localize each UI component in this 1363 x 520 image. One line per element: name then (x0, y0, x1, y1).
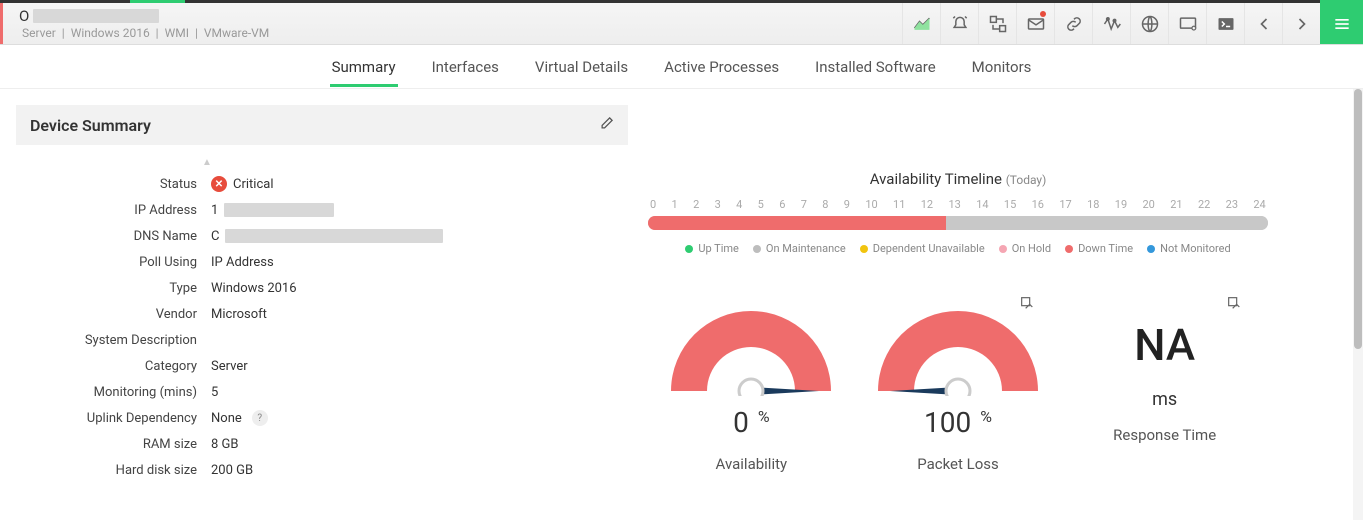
summary-label: Type (16, 281, 211, 296)
summary-label: DNS Name (16, 229, 211, 244)
sort-arrow-icon: ▲ (202, 157, 212, 168)
summary-value: 200 GB (211, 463, 253, 478)
timeline-legend: Up Time On Maintenance Dependent Unavailab… (648, 242, 1268, 255)
summary-label: Hard disk size (16, 463, 211, 478)
help-icon[interactable]: ? (252, 410, 268, 426)
summary-row: System Description (16, 327, 628, 353)
alarm-icon[interactable] (940, 3, 978, 44)
summary-label: System Description (16, 333, 211, 348)
scroll-thumb[interactable] (1354, 89, 1362, 349)
summary-value: None? (211, 410, 268, 426)
legend-item: On Hold (999, 242, 1051, 255)
timeline-title-text: Availability Timeline (870, 170, 1002, 188)
chevron-right-icon[interactable] (1282, 3, 1320, 44)
summary-value: 8 GB (211, 437, 239, 452)
summary-value: Windows 2016 (211, 281, 297, 296)
status-critical-icon: ✕ (211, 176, 227, 192)
legend-item: On Maintenance (753, 242, 846, 255)
summary-row: CategoryServer (16, 353, 628, 379)
tabs: Summary Interfaces Virtual Details Active P… (0, 45, 1363, 89)
tab-virtual-details[interactable]: Virtual Details (533, 48, 630, 86)
summary-row: Uplink DependencyNone? (16, 405, 628, 431)
redacted-value (224, 203, 334, 217)
device-name: O (19, 7, 272, 25)
activity-icon[interactable] (1092, 3, 1130, 44)
summary-table: ▲ Status✕CriticalIP Address1DNS NameCPol… (16, 171, 628, 483)
summary-value: IP Address (211, 255, 274, 270)
gauge-availability: 0 % Availability (656, 301, 846, 473)
timeline-title: Availability Timeline (Today) (648, 170, 1268, 188)
gauge-label: Packet Loss (863, 455, 1053, 473)
summary-row: Monitoring (mins)5 (16, 379, 628, 405)
gauge-value: 100 % (863, 406, 1053, 439)
summary-row: TypeWindows 2016 (16, 275, 628, 301)
timeline-segment (946, 216, 1268, 230)
gauge-label: Availability (656, 455, 846, 473)
summary-label: Poll Using (16, 255, 211, 270)
menu-button[interactable] (1320, 3, 1363, 44)
mail-icon[interactable] (1016, 3, 1054, 44)
gauges: 0 % Availability 100 % Packet Loss NA ms Resp… (648, 301, 1268, 473)
swap-icon[interactable] (978, 3, 1016, 44)
tab-installed-software[interactable]: Installed Software (813, 48, 938, 86)
summary-label: RAM size (16, 437, 211, 452)
summary-row: Status✕Critical (16, 171, 628, 197)
gauge-packet-loss: 100 % Packet Loss (863, 301, 1053, 473)
legend-item: Up Time (685, 242, 739, 255)
summary-value: 5 (211, 385, 218, 400)
legend-item: Down Time (1065, 242, 1133, 255)
gauge-label: Response Time (1070, 426, 1260, 444)
timeline-ticks: 0123456789101112131415161718192021222324 (648, 198, 1268, 211)
monitor-icon[interactable] (1168, 3, 1206, 44)
timeline-bar (648, 216, 1268, 230)
summary-label: Uplink Dependency (16, 411, 211, 426)
timeline-subtitle: (Today) (1006, 173, 1047, 187)
redacted-name (33, 9, 159, 23)
device-initial: O (19, 7, 29, 25)
timeline-segment (648, 216, 946, 230)
breadcrumb: Server | Windows 2016 | WMI | VMware-VM (19, 26, 272, 40)
gauge-value: 0 % (656, 406, 846, 439)
summary-row: VendorMicrosoft (16, 301, 628, 327)
gauge-response-time: NA ms Response Time (1070, 301, 1260, 473)
summary-value: Microsoft (211, 307, 267, 322)
section-header: Device Summary (16, 105, 628, 145)
tab-monitors[interactable]: Monitors (970, 48, 1034, 86)
summary-label: IP Address (16, 203, 211, 218)
summary-label: Monitoring (mins) (16, 385, 211, 400)
summary-label: Status (16, 177, 211, 192)
summary-value: Server (211, 359, 248, 374)
globe-icon[interactable] (1130, 3, 1168, 44)
summary-value: 1 (211, 203, 334, 218)
legend-item: Not Monitored (1147, 242, 1231, 255)
tab-summary[interactable]: Summary (330, 48, 398, 86)
summary-value: C (211, 229, 443, 244)
summary-label: Vendor (16, 307, 211, 322)
scrollbar[interactable] (1353, 89, 1363, 520)
summary-row: DNS NameC (16, 223, 628, 249)
summary-row: Poll UsingIP Address (16, 249, 628, 275)
gauge-value: NA (1070, 319, 1260, 371)
summary-value: ✕Critical (211, 176, 273, 192)
terminal-icon[interactable] (1206, 3, 1244, 44)
chart-area-icon[interactable] (902, 3, 940, 44)
summary-row: Hard disk size200 GB (16, 457, 628, 483)
legend-item: Dependent Unavailable (860, 242, 985, 255)
section-title: Device Summary (30, 116, 599, 135)
tab-active-processes[interactable]: Active Processes (662, 48, 781, 86)
summary-row: IP Address1 (16, 197, 628, 223)
edit-icon[interactable] (599, 116, 614, 135)
chevron-left-icon[interactable] (1244, 3, 1282, 44)
summary-row: RAM size8 GB (16, 431, 628, 457)
summary-label: Category (16, 359, 211, 374)
redacted-value (225, 229, 443, 243)
gauge-config-icon[interactable] (1226, 295, 1242, 315)
gauge-unit: ms (1070, 389, 1260, 410)
tab-interfaces[interactable]: Interfaces (430, 48, 501, 86)
link-icon[interactable] (1054, 3, 1092, 44)
